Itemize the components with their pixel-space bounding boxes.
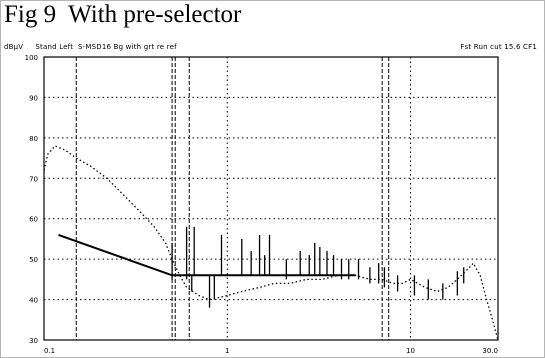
y-tick-label: 50 — [29, 256, 38, 264]
x-tick-labels: 0.1 1 10 30.0 — [44, 347, 498, 355]
y-tick-label: 30 — [29, 337, 38, 345]
x-tick-label: 0.1 — [44, 347, 55, 355]
series-traces — [43, 145, 499, 341]
y-tick-label: 40 — [29, 297, 38, 305]
peak-trace-line — [43, 145, 499, 341]
y-tick-label: 60 — [29, 216, 38, 224]
y-tick-label: 80 — [29, 135, 38, 143]
grid-lines — [44, 57, 498, 340]
emission-spikes — [171, 226, 465, 308]
limit-line — [58, 233, 356, 277]
y-tick-label: 90 — [29, 94, 38, 102]
x-tick-label: 1 — [225, 347, 229, 355]
header-right-text: Fst Run cut 15.6 CF1 — [460, 43, 537, 51]
y-tick-label: 100 — [25, 54, 38, 62]
y-tick-label: 70 — [29, 175, 38, 183]
vertical-markers — [75, 57, 390, 340]
x-tick-label: 10 — [406, 347, 415, 355]
y-tick-labels: 30 40 50 60 70 80 90 100 — [25, 54, 38, 345]
figure-title: Fig 9 With pre-selector — [4, 1, 242, 28]
header-left-text: dBμV Stand Left S-MSD16 Bg with grt re r… — [4, 43, 177, 51]
x-tick-label: 30.0 — [482, 347, 498, 355]
plot-area — [43, 56, 499, 341]
